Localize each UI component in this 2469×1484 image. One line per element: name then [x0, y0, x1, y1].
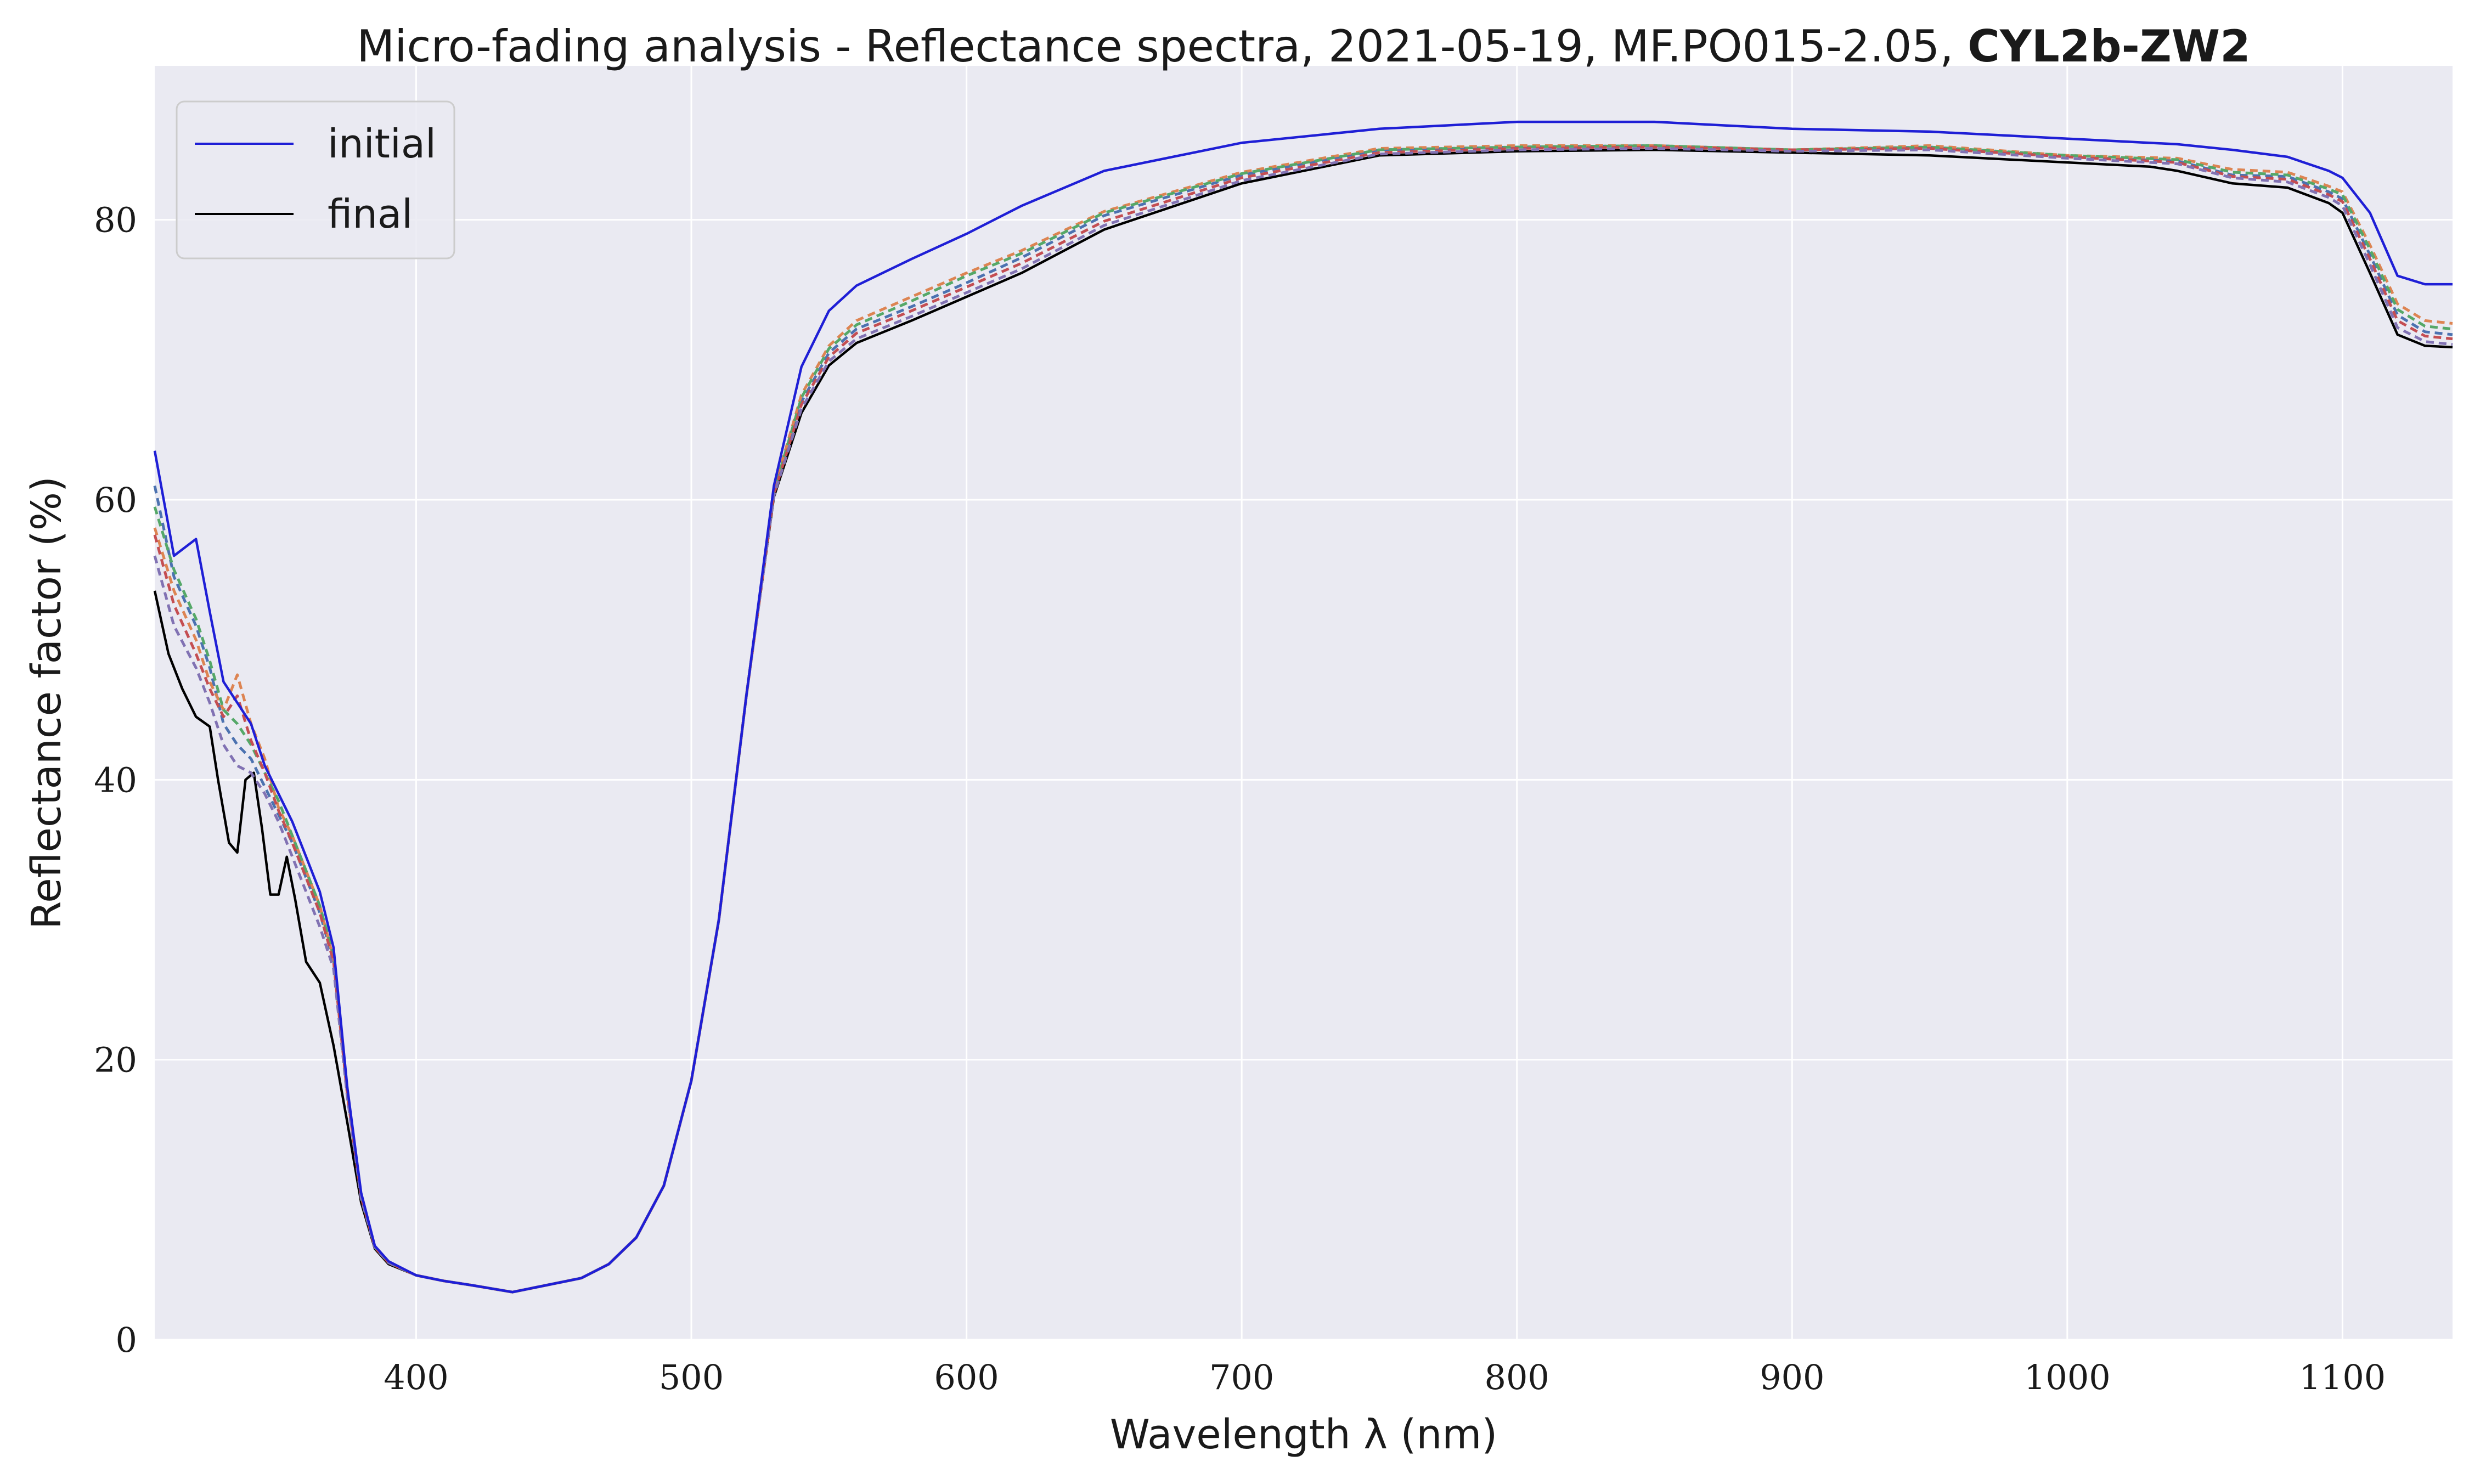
x-tick-label-400: 400	[384, 1357, 448, 1397]
x-tick-label-900: 900	[1760, 1357, 1824, 1397]
y-tick-label-20: 20	[94, 1040, 137, 1080]
legend-label-final: final	[328, 191, 413, 237]
y-tick-label-60: 60	[94, 480, 137, 520]
x-tick-label-1000: 1000	[2024, 1357, 2111, 1397]
legend: initial final	[176, 100, 455, 259]
y-tick-label-40: 40	[94, 760, 137, 800]
legend-label-initial: initial	[328, 121, 436, 167]
x-tick-label-800: 800	[1485, 1357, 1549, 1397]
x-axis-label: Wavelength λ (nm)	[1110, 1411, 1498, 1458]
y-axis-label: Reflectance factor (%)	[23, 476, 70, 929]
legend-frame	[176, 100, 455, 259]
plot-background	[155, 66, 2453, 1340]
series-layer	[153, 120, 2453, 1294]
chart-title-bold: CYL2b-ZW2	[1968, 21, 2251, 72]
y-tick-label-80: 80	[94, 200, 137, 240]
tick-layer: 400 500 600 700 800 900 1000 1100 0 20 40 60 80	[94, 200, 2386, 1397]
grid-layer	[155, 66, 2453, 1341]
x-tick-label-700: 700	[1209, 1357, 1274, 1397]
chart-title: Micro-fading analysis - Reflectance spec…	[357, 21, 2251, 72]
series-line-initial	[153, 120, 2453, 1294]
x-tick-label-500: 500	[659, 1357, 724, 1397]
x-tick-label-1100: 1100	[2299, 1357, 2386, 1397]
y-tick-label-0: 0	[116, 1320, 137, 1360]
x-tick-label-600: 600	[934, 1357, 999, 1397]
chart-title-main: Micro-fading analysis - Reflectance spec…	[357, 21, 1953, 72]
